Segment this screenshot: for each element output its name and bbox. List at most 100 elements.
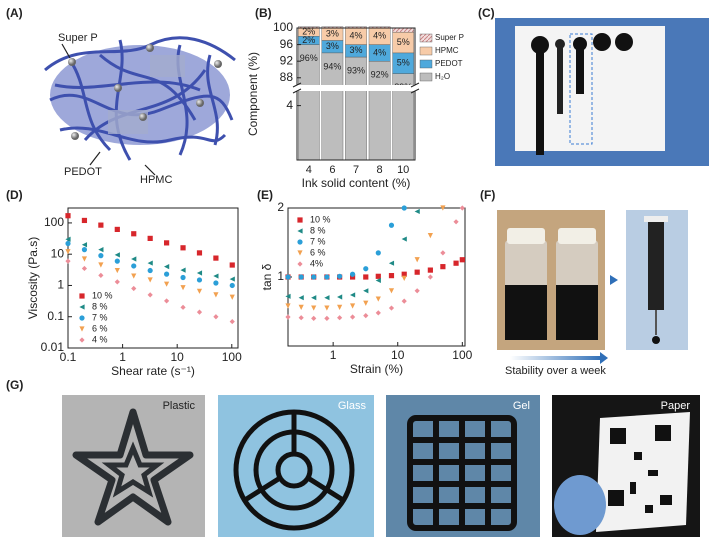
x-tick-label: 10 [397, 164, 409, 176]
super-p-particles [68, 44, 222, 140]
y-tick-label: 4 [286, 98, 293, 112]
legend-label: 6 % [92, 323, 108, 333]
legend-label: PEDOT [435, 59, 463, 68]
data-point [114, 279, 120, 285]
legend-label: 10 % [92, 290, 113, 300]
legend-marker [297, 217, 303, 223]
data-point [131, 256, 137, 262]
data-point [324, 305, 330, 311]
data-point [81, 265, 88, 272]
value-label: 93% [347, 65, 365, 75]
data-point [65, 249, 71, 255]
data-point [114, 258, 120, 264]
x-axis-label: Strain (%) [350, 362, 403, 376]
data-point [114, 267, 120, 274]
data-point [196, 277, 203, 283]
y-tick-label: 96 [280, 37, 294, 51]
photo-vials [497, 210, 688, 350]
data-point [65, 213, 71, 219]
data-point [311, 274, 317, 280]
x-tick-label: 1 [330, 348, 337, 362]
legend-marker [79, 293, 85, 299]
data-point [213, 314, 219, 320]
y-tick-label: 92 [280, 53, 294, 67]
data-point [180, 267, 186, 273]
data-point [401, 271, 407, 277]
value-label: 94% [323, 61, 341, 71]
data-point [375, 310, 381, 316]
y-tick-label: 1 [57, 278, 64, 292]
photo-plastic [62, 395, 205, 537]
data-point [349, 271, 356, 277]
data-point [414, 257, 420, 263]
legend-label: Super P [435, 33, 464, 42]
data-point [311, 295, 317, 301]
panel-label: (D) [6, 188, 23, 202]
legend-label: 7 % [92, 312, 108, 322]
break-mark [410, 82, 420, 94]
data-point [453, 260, 459, 266]
data-point [147, 260, 153, 266]
data-point [131, 263, 137, 269]
data-point [229, 276, 235, 282]
photo-glass [218, 395, 374, 537]
data-point [337, 273, 343, 279]
gradient-arrow [510, 356, 602, 360]
data-point [285, 274, 291, 280]
data-point [180, 274, 186, 281]
data-point [213, 255, 219, 261]
x-tick-label: 10 [391, 348, 405, 362]
value-label: 4% [349, 31, 362, 41]
y-tick-label: 88 [280, 70, 294, 84]
data-point [147, 277, 153, 283]
data-point [311, 315, 317, 321]
data-point [196, 270, 203, 276]
annotation: HPMC [140, 174, 172, 186]
legend-label: 6 % [310, 247, 326, 257]
data-point [375, 296, 381, 302]
substrate-label: Gel [513, 400, 530, 412]
data-point [337, 315, 343, 321]
data-point [427, 274, 433, 280]
data-point [388, 222, 395, 228]
data-point [81, 256, 88, 262]
x-axis-label: Ink solid content (%) [302, 176, 411, 190]
data-point [196, 309, 203, 315]
data-point [98, 272, 104, 278]
data-point [229, 262, 235, 268]
value-label: 3% [349, 45, 362, 55]
data-point [81, 217, 88, 224]
data-point [114, 252, 120, 258]
data-point [375, 273, 381, 279]
data-point [388, 260, 395, 266]
x-tick-label: 6 [329, 164, 335, 176]
data-point [164, 298, 170, 304]
value-label: 3% [326, 29, 339, 39]
data-point [285, 293, 291, 299]
value-label: 2% [302, 27, 315, 37]
data-point [388, 305, 395, 311]
axis-break [293, 85, 419, 91]
legend-swatch [419, 59, 433, 69]
value-label: 5% [397, 37, 410, 47]
annotation: Super P [58, 32, 98, 44]
substrate-label: Plastic [163, 400, 196, 412]
data-point [98, 247, 104, 253]
value-label: 3% [326, 41, 339, 51]
data-point [164, 271, 170, 277]
data-point [324, 274, 330, 280]
data-point [114, 226, 120, 233]
x-axis-label: Shear rate (s⁻¹) [111, 364, 195, 378]
data-point [337, 304, 343, 310]
substrate-label: Paper [661, 400, 691, 412]
legend-swatch [419, 33, 433, 43]
photo-gel [386, 395, 540, 537]
data-point [229, 282, 235, 289]
x-tick-label: 8 [377, 164, 383, 176]
data-point [213, 280, 219, 286]
data-point [164, 281, 170, 287]
arrow-head [600, 352, 608, 364]
photo-ink-drip [495, 18, 709, 166]
data-point [363, 313, 369, 319]
